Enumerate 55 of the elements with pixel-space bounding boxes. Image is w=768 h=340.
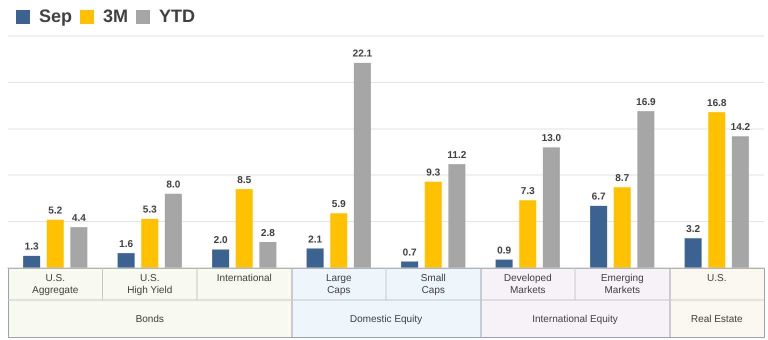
data-label: 16.9 <box>636 96 656 108</box>
bar <box>330 213 348 268</box>
bar <box>684 238 702 268</box>
legend-label: Sep <box>39 6 72 26</box>
text: Domestic Equity <box>350 314 422 325</box>
x-tick-label: Developed Markets <box>504 272 552 296</box>
bar <box>590 206 608 268</box>
x-tick-label: International <box>216 272 272 284</box>
bar <box>306 248 324 268</box>
data-label: 5.3 <box>142 204 158 216</box>
data-label: 2.0 <box>214 235 228 246</box>
x-tick-label: U.S. <box>707 272 726 284</box>
legend-label: 3M <box>103 6 128 26</box>
bar <box>519 200 536 268</box>
bar <box>118 253 135 268</box>
data-label: 14.2 <box>730 122 751 133</box>
data-label: 1.3 <box>24 242 40 253</box>
data-label: 22.1 <box>352 48 373 60</box>
data-label: 2.1 <box>308 234 323 246</box>
x-tick-label: Small Caps <box>420 272 446 296</box>
data-label: 8.0 <box>166 180 181 191</box>
data-label: 0.9 <box>497 245 512 256</box>
bar <box>708 112 726 268</box>
bar <box>496 260 513 268</box>
bar <box>614 187 631 268</box>
data-label: 8.7 <box>615 173 630 184</box>
bar <box>23 256 40 268</box>
data-label: 7.3 <box>520 186 536 198</box>
data-label: 13.0 <box>542 133 562 144</box>
text: Bonds <box>136 314 164 325</box>
x-tick-label: U.S. High Yield <box>127 272 172 296</box>
data-label: 3.2 <box>686 224 701 236</box>
data-label: 16.8 <box>707 98 727 109</box>
data-label: 5.9 <box>332 199 346 210</box>
bar <box>401 262 418 268</box>
data-label: 8.5 <box>237 174 252 186</box>
bar <box>424 182 442 268</box>
text: Real Estate <box>690 314 744 325</box>
legend-label: YTD <box>159 6 196 26</box>
text: International Equity <box>532 314 618 325</box>
data-label: 9.3 <box>426 167 441 178</box>
bar <box>236 189 253 268</box>
x-tick-label: U.S. Aggregate <box>32 272 79 296</box>
bar <box>141 218 158 268</box>
data-label: 11.2 <box>447 150 467 161</box>
x-tick-label: Large Caps <box>326 272 352 296</box>
data-label: 1.6 <box>119 238 134 250</box>
data-label: 6.7 <box>592 192 606 203</box>
data-label: 2.8 <box>260 228 276 239</box>
bar <box>212 249 230 268</box>
data-label: 0.7 <box>402 247 418 258</box>
data-label: 5.2 <box>48 205 63 216</box>
data-label: 4.4 <box>72 212 86 224</box>
bar <box>46 220 64 268</box>
x-tick-label: Emerging Markets <box>600 272 644 296</box>
